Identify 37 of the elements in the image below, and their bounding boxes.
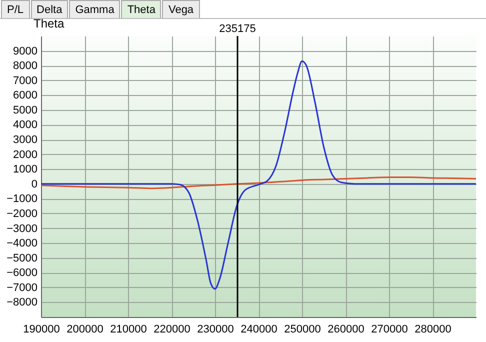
y-tick-label: −5000 <box>6 252 38 264</box>
y-tick-label: −1000 <box>6 193 38 206</box>
y-tick-label: 3000 <box>13 134 38 146</box>
y-tick-label: −7000 <box>6 282 38 294</box>
text: P/L <box>1 0 30 18</box>
x-tick-label: 200000 <box>66 324 104 336</box>
y-tick-label: −3000 <box>6 222 38 235</box>
x-tick-label: 210000 <box>110 324 147 336</box>
y-tick-label: 0 <box>31 178 38 190</box>
y-tick-label: −8000 <box>6 296 38 309</box>
y-tick-label: 5000 <box>13 104 38 116</box>
text: Theta <box>121 0 162 18</box>
x-tick-label: 220000 <box>154 324 190 336</box>
y-tick-label: −2000 <box>6 208 38 220</box>
x-tick-label: 280000 <box>414 324 452 336</box>
y-tick-label: 7000 <box>13 74 38 87</box>
x-tick-label: 270000 <box>371 324 408 336</box>
y-tick-label: −6000 <box>6 267 38 280</box>
x-tick-label: 230000 <box>197 324 234 336</box>
x-tick-label: 240000 <box>240 324 278 336</box>
x-tick-label: 260000 <box>328 324 364 336</box>
y-tick-label: 2000 <box>13 148 38 161</box>
ref-line-label: 235175 <box>219 23 256 35</box>
text: Vega <box>162 0 200 18</box>
y-tick-label: 6000 <box>13 90 38 102</box>
text: Gamma <box>69 0 120 18</box>
text: Delta <box>30 0 68 18</box>
y-tick-label: 1000 <box>13 164 38 176</box>
y-tick-label: 8000 <box>13 60 38 72</box>
line-series <box>40 176 477 190</box>
y-tick-label: 4000 <box>13 119 38 132</box>
y-axis-title: Theta <box>34 16 65 30</box>
y-tick-label: −4000 <box>6 238 38 250</box>
x-tick-label: 190000 <box>23 324 60 336</box>
line-series <box>40 60 477 290</box>
y-tick-label: 9000 <box>13 45 38 58</box>
x-tick-label: 250000 <box>284 324 321 336</box>
